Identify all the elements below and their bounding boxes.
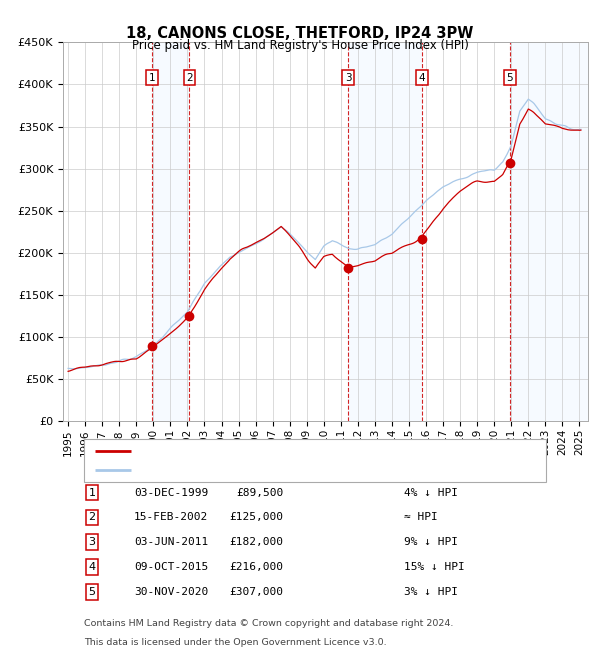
Text: 3% ↓ HPI: 3% ↓ HPI xyxy=(404,587,458,597)
Text: £125,000: £125,000 xyxy=(229,512,284,523)
Text: £89,500: £89,500 xyxy=(236,488,284,497)
Text: 03-DEC-1999: 03-DEC-1999 xyxy=(134,488,208,497)
Text: 18, CANONS CLOSE, THETFORD, IP24 3PW: 18, CANONS CLOSE, THETFORD, IP24 3PW xyxy=(127,26,473,41)
Text: HPI: Average price, detached house, Breckland: HPI: Average price, detached house, Brec… xyxy=(139,465,401,474)
Text: 15% ↓ HPI: 15% ↓ HPI xyxy=(404,562,465,572)
Text: ≈ HPI: ≈ HPI xyxy=(404,512,438,523)
Text: £216,000: £216,000 xyxy=(229,562,284,572)
Text: 18, CANONS CLOSE, THETFORD, IP24 3PW (detached house): 18, CANONS CLOSE, THETFORD, IP24 3PW (de… xyxy=(139,446,477,456)
Text: £307,000: £307,000 xyxy=(229,587,284,597)
Text: £182,000: £182,000 xyxy=(229,537,284,547)
Text: Price paid vs. HM Land Registry's House Price Index (HPI): Price paid vs. HM Land Registry's House … xyxy=(131,39,469,52)
Text: 9% ↓ HPI: 9% ↓ HPI xyxy=(404,537,458,547)
Text: 1: 1 xyxy=(149,73,155,83)
Text: Contains HM Land Registry data © Crown copyright and database right 2024.: Contains HM Land Registry data © Crown c… xyxy=(84,619,454,628)
Text: 3: 3 xyxy=(344,73,352,83)
Bar xyxy=(152,42,190,421)
Text: 3: 3 xyxy=(88,537,95,547)
Bar xyxy=(348,42,422,421)
Text: 5: 5 xyxy=(506,73,513,83)
Bar xyxy=(510,42,588,421)
Text: 2: 2 xyxy=(186,73,193,83)
Text: 2: 2 xyxy=(88,512,95,523)
Text: 30-NOV-2020: 30-NOV-2020 xyxy=(134,587,208,597)
Text: 4% ↓ HPI: 4% ↓ HPI xyxy=(404,488,458,497)
Text: 4: 4 xyxy=(419,73,425,83)
Text: 09-OCT-2015: 09-OCT-2015 xyxy=(134,562,208,572)
FancyBboxPatch shape xyxy=(84,439,546,482)
Text: This data is licensed under the Open Government Licence v3.0.: This data is licensed under the Open Gov… xyxy=(84,638,386,647)
Text: 1: 1 xyxy=(88,488,95,497)
Text: 4: 4 xyxy=(88,562,95,572)
Text: 15-FEB-2002: 15-FEB-2002 xyxy=(134,512,208,523)
Text: 5: 5 xyxy=(88,587,95,597)
Text: 03-JUN-2011: 03-JUN-2011 xyxy=(134,537,208,547)
